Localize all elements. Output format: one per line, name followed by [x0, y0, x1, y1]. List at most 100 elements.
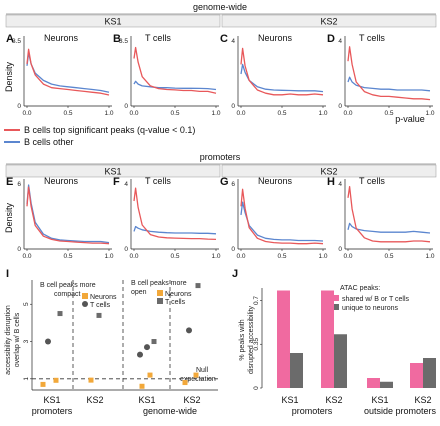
panel-i-annot-left-1: B cell peaks more	[40, 282, 96, 289]
x-tick-label: 1.0	[211, 110, 220, 117]
panel-i-legend-neurons-swatch	[82, 293, 88, 299]
panel-j-bar-shared	[367, 378, 380, 388]
x-tick-label: 1.0	[211, 253, 220, 260]
panel-j-bar-shared	[321, 290, 334, 388]
series-other-line	[133, 80, 217, 91]
panel-i-neurons-point	[182, 380, 188, 386]
strip-ks1-top	[5, 14, 221, 28]
panel-i-y-tick-label: 3	[23, 339, 30, 343]
panel-i-annot-right-1: B cell peaks more	[131, 280, 187, 287]
panel-i-null-label-1: Null	[196, 367, 209, 374]
panel-i-section-genome-wide: genome-wide	[143, 406, 197, 416]
panel-i-y-tick-label: 5	[23, 302, 30, 306]
density-panel-a: A Neurons 3.5 00.0 0.5 1.0	[6, 33, 114, 117]
panel-j-y-tick-label: 0.35	[253, 338, 260, 351]
panel-i-null-label-2: expectation	[180, 376, 216, 383]
panel-title: T cells	[145, 33, 171, 43]
panel-i: I accessibility disruption overlap w/ B …	[5, 268, 216, 383]
panel-title: Neurons	[44, 33, 79, 43]
panel-j-letter: J	[232, 268, 238, 280]
panel-j-group-label: KS2	[414, 395, 431, 405]
x-tick-label: 0.0	[22, 110, 31, 117]
density-panel-g: G Neurons 6 00.0 0.5 1.0	[220, 176, 328, 260]
panel-j-bar-shared	[277, 290, 290, 388]
panel-i-group-label: KS2	[86, 395, 103, 405]
panel-j-group-label: KS2	[325, 395, 342, 405]
density-ylabel-top: Density	[4, 61, 14, 92]
panel-i-legend2-tcells-swatch	[157, 298, 163, 304]
series-top-significant-line	[240, 47, 324, 96]
y-tick-max: 4	[231, 38, 235, 45]
panel-letter: C	[220, 33, 228, 45]
density-panel-h: H T cells 4 00.0 0.5 1.0	[327, 176, 435, 260]
x-tick-label: 0.0	[129, 253, 138, 260]
series-other-line	[240, 63, 324, 93]
panel-title: Neurons	[44, 176, 79, 186]
panel-j-y-tick-label: 0	[253, 386, 260, 390]
x-tick-label: 1.0	[104, 253, 113, 260]
x-tick-label: 0.0	[236, 110, 245, 117]
x-tick-label: 0.0	[236, 253, 245, 260]
y-tick-zero: 0	[17, 246, 21, 253]
x-tick-label: 0.0	[22, 253, 31, 260]
panel-j-bar-unique	[334, 334, 347, 388]
strip-ks2-bottom	[221, 164, 437, 178]
panel-j-legend-pink-swatch	[333, 295, 339, 301]
series-top-significant-line	[240, 188, 324, 245]
panel-i-tcells-point	[186, 327, 192, 334]
panel-letter: E	[6, 176, 13, 188]
y-tick-zero: 0	[124, 103, 128, 110]
series-other-line	[240, 201, 324, 242]
panel-i-plot: 1 3 5 KS1 KS2 KS1 KS2 promoters genome-wide	[23, 280, 218, 416]
panel-letter: A	[6, 33, 14, 45]
panel-title: T cells	[359, 33, 385, 43]
panel-i-legend2-neurons: Neurons	[165, 291, 192, 298]
x-tick-label: 1.0	[425, 110, 434, 117]
strip-ks2-top-label: KS2	[320, 17, 337, 27]
x-tick-label: 0.5	[277, 110, 286, 117]
panel-i-neurons-point	[193, 372, 199, 378]
panel-i-legend-tcells: T cells	[90, 302, 111, 309]
x-tick-label: 1.0	[318, 110, 327, 117]
x-tick-label: 0.5	[170, 253, 179, 260]
panel-j-legend-gray-swatch	[333, 304, 339, 310]
panel-j-ylabel-1: % peaks with	[239, 319, 246, 360]
legend-blue-label: B cells other	[24, 137, 74, 147]
y-tick-zero: 0	[231, 103, 235, 110]
panel-i-annot-left-2: compact	[54, 291, 81, 298]
density-panel-f: F T cells 4 00.0 0.5 1.0	[113, 176, 221, 260]
series-top-significant-line	[347, 185, 431, 243]
y-tick-max: 4	[338, 181, 342, 188]
panel-letter: D	[327, 33, 335, 45]
x-tick-label: 0.0	[343, 110, 352, 117]
panel-i-tcells-point	[144, 344, 150, 351]
panel-j-bar-unique	[380, 381, 393, 388]
density-panel-e: E Neurons 6 00.0 0.5 1.0	[6, 176, 114, 260]
panel-i-tcells-point	[151, 339, 157, 345]
y-tick-max: 6	[231, 181, 235, 188]
x-tick-label: 0.5	[277, 253, 286, 260]
x-tick-label: 0.5	[63, 253, 72, 260]
series-top-significant-line	[347, 46, 431, 101]
panel-j-ylabel-2: disrupted accessibility	[248, 305, 255, 374]
panel-j-legend-pink: shared w/ B or T cells	[342, 296, 410, 303]
panel-j-y-tick-label: 0.7	[253, 296, 260, 305]
panel-i-group-label: KS2	[183, 395, 200, 405]
panel-title: Neurons	[258, 176, 293, 186]
series-top-significant-line	[26, 186, 110, 245]
x-tick-label: 0.5	[384, 253, 393, 260]
y-tick-max: 6	[17, 181, 21, 188]
panel-i-y-tick-label: 1	[23, 377, 30, 381]
x-tick-label: 1.0	[425, 253, 434, 260]
series-top-significant-line	[26, 48, 110, 96]
panel-j-bar-shared	[410, 363, 423, 388]
y-tick-max: 3.5	[119, 38, 128, 45]
strip-ks1-bottom	[5, 164, 221, 178]
panel-i-ylabel-1: accessibility disruption	[5, 305, 12, 375]
panel-letter: G	[220, 176, 229, 188]
legend-red-label: B cells top significant peaks (q-value <…	[24, 125, 195, 135]
panel-i-letter: I	[6, 268, 9, 280]
